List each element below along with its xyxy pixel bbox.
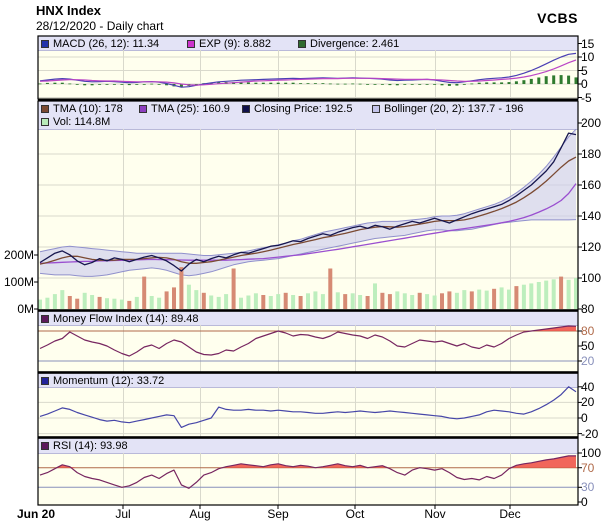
y-axis-label: 15: [581, 37, 595, 51]
legend-label: Closing Price: 192.5: [254, 103, 353, 115]
rsi-legend: RSI (14): 93.98: [39, 440, 577, 453]
x-axis-label: Nov: [424, 507, 446, 521]
y-axis-label: 30: [581, 480, 595, 494]
legend-item: TMA (25): 160.9: [139, 103, 230, 115]
legend-swatch: [41, 442, 49, 450]
legend-swatch: [187, 40, 195, 48]
main-legend: TMA (10): 178 TMA (25): 160.9 Closing Pric…: [39, 103, 577, 129]
macd-legend: MACD (26, 12): 11.34 EXP (9): 8.882 Diverg…: [39, 38, 577, 51]
x-axis-label: Aug: [189, 507, 211, 521]
legend-swatch: [139, 105, 147, 113]
y-axis-label: 40: [581, 380, 595, 394]
legend-swatch: [41, 377, 49, 385]
legend-label: TMA (25): 160.9: [151, 103, 230, 115]
x-axis-label: Jul: [115, 507, 131, 521]
legend-swatch: [41, 118, 49, 126]
legend-swatch: [41, 105, 49, 113]
y-axis-label: 160: [581, 178, 602, 192]
y-axis-label: 70: [581, 461, 595, 475]
legend-label: EXP (9): 8.882: [199, 38, 271, 50]
x-axis-label: Jun 20: [17, 507, 56, 521]
page-title: HNX Index: [36, 3, 102, 18]
legend-label: Bollinger (20, 2): 137.7 - 196: [384, 103, 524, 115]
legend-item: Momentum (12): 33.72: [41, 375, 164, 387]
x-axis-label: Sep: [267, 507, 289, 521]
legend-swatch: [41, 315, 49, 323]
y-axis-label: 0: [581, 495, 588, 509]
y-axis-label: 80: [581, 302, 595, 316]
y-axis-label: 180: [581, 147, 602, 161]
legend-swatch: [242, 105, 250, 113]
chart-subtitle: 28/12/2020 - Daily chart: [36, 19, 164, 33]
legend-label: MACD (26, 12): 11.34: [53, 38, 160, 50]
legend-label: Divergence: 2.461: [310, 38, 400, 50]
legend-item: EXP (9): 8.882: [187, 38, 271, 50]
x-axis-label: Oct: [345, 507, 365, 521]
mfi-legend: Money Flow Index (14): 89.48: [39, 313, 577, 326]
y-axis-label: 5: [581, 64, 588, 78]
y-axis-label: 120: [581, 240, 602, 254]
legend-item: TMA (10): 178: [41, 103, 123, 115]
legend-item: Money Flow Index (14): 89.48: [41, 313, 199, 325]
legend-item: Bollinger (20, 2): 137.7 - 196: [372, 103, 523, 115]
momentum-legend: Momentum (12): 33.72: [39, 375, 577, 388]
y-axis-label: 0: [581, 411, 588, 425]
legend-label: Momentum (12): 33.72: [53, 375, 165, 387]
y-axis-label: -20: [581, 427, 599, 441]
legend-swatch: [41, 40, 49, 48]
legend-label: Money Flow Index (14): 89.48: [53, 313, 199, 325]
y-axis-label: 50: [581, 339, 595, 353]
legend-label: RSI (14): 93.98: [53, 440, 128, 452]
legend-swatch: [372, 105, 380, 113]
legend-item: Divergence: 2.461: [298, 38, 399, 50]
legend-swatch: [298, 40, 306, 48]
y-axis-label: 100: [581, 271, 602, 285]
brand-logo: VCBS: [537, 10, 578, 26]
legend-item: Closing Price: 192.5: [242, 103, 352, 115]
y-axis-label: 200: [581, 116, 602, 130]
legend-item: Vol: 114.8M: [41, 116, 110, 128]
y-axis-label: 140: [581, 209, 602, 223]
y-axis-label: 10: [581, 50, 595, 64]
y-axis-label: -5: [581, 91, 592, 105]
legend-label: TMA (10): 178: [53, 103, 123, 115]
volume-axis-label: 200M: [3, 248, 34, 262]
volume-axis-label: 100M: [3, 275, 34, 289]
x-axis-label: Dec: [499, 507, 521, 521]
volume-axis-label: 0M: [17, 302, 34, 316]
y-axis-label: 20: [581, 395, 595, 409]
y-axis-label: 20: [581, 354, 595, 368]
legend-item: RSI (14): 93.98: [41, 440, 128, 452]
y-axis-label: 0: [581, 77, 588, 91]
y-axis-label: 100: [581, 446, 602, 460]
legend-label: Vol: 114.8M: [53, 116, 111, 128]
y-axis-label: 80: [581, 324, 595, 338]
legend-item: MACD (26, 12): 11.34: [41, 38, 159, 50]
